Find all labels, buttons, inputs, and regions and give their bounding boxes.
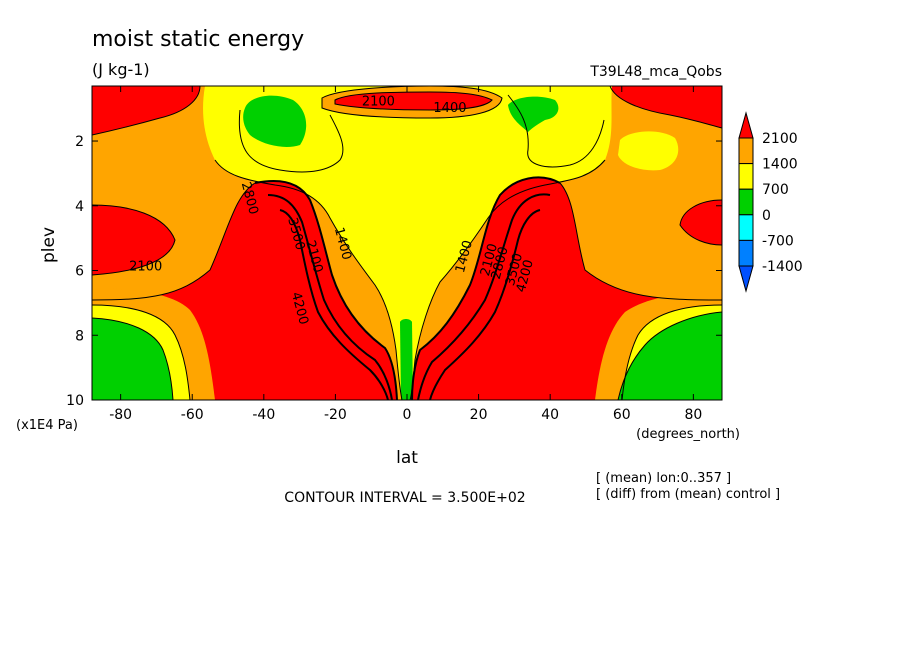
x-tick-label: 0	[403, 407, 412, 423]
colorbar-segment	[738, 188, 754, 216]
x-axis-label: lat	[396, 448, 418, 468]
colorbar: 2100 1400 700 0 -700 -1400	[738, 111, 803, 293]
fill-upper-right-green	[508, 96, 559, 132]
contour-label: 1400	[433, 101, 466, 116]
colorbar-segment	[738, 137, 754, 165]
x-tick-label: 80	[684, 407, 702, 423]
fill-upper-right-yellow	[618, 131, 679, 171]
colorbar-label: -1400	[762, 259, 803, 275]
colorbar-bottom-triangle	[738, 265, 754, 293]
x-tick-label: 20	[470, 407, 488, 423]
contour-label: 2100	[129, 260, 162, 275]
fill-right-polar-red	[610, 86, 722, 128]
y-axis-units: (x1E4 Pa)	[16, 418, 78, 433]
colorbar-label: 1400	[762, 157, 798, 173]
x-tick-label: -20	[324, 407, 347, 423]
fill-left-lower-green	[92, 318, 173, 400]
x-axis-units: (degrees_north)	[636, 427, 740, 442]
run-label: T39L48_mca_Qobs	[589, 64, 722, 80]
contour-label: 2100	[362, 94, 395, 109]
x-tick-label: 40	[541, 407, 559, 423]
fill-right-mid-red	[680, 200, 722, 245]
y-tick-label: 2	[75, 134, 84, 150]
colorbar-label: 700	[762, 182, 789, 198]
y-tick-label: 10	[66, 393, 84, 409]
y-tick-label: 8	[75, 328, 84, 344]
colorbar-top-triangle	[738, 111, 754, 139]
x-tick-label: -40	[252, 407, 275, 423]
colorbar-label: -700	[762, 233, 794, 249]
contour-interval-text: CONTOUR INTERVAL = 3.500E+02	[284, 490, 525, 506]
colorbar-segment	[738, 239, 754, 267]
x-tick-label: -60	[181, 407, 204, 423]
y-tick-label: 6	[75, 264, 84, 280]
x-tick-label: -80	[109, 407, 132, 423]
chart-units: (J kg-1)	[92, 60, 150, 79]
y-axis: 2 4 6 8 10	[66, 134, 722, 409]
fill-central-yellow	[203, 86, 612, 400]
fill-right-lower-green	[618, 312, 722, 400]
note-diff-control: [ (diff) from (mean) control ]	[596, 487, 780, 502]
colorbar-segment	[738, 214, 754, 241]
fill-upper-left-green	[243, 95, 307, 147]
fill-left-mid-red	[92, 205, 175, 275]
x-tick-label: 60	[613, 407, 631, 423]
colorbar-label: 0	[762, 208, 771, 224]
fill-left-polar-red	[92, 86, 200, 135]
contour-lines	[92, 86, 722, 400]
colorbar-label: 2100	[762, 131, 798, 147]
note-mean-lon: [ (mean) lon:0..357 ]	[596, 471, 731, 486]
fill-top-red	[335, 92, 492, 110]
y-axis-label: plev	[39, 227, 59, 263]
colorbar-segment	[738, 163, 754, 190]
x-axis: -80 -60 -40 -20 0 20 40 60 80	[109, 86, 702, 423]
fill-equator-green	[400, 319, 413, 400]
y-tick-label: 4	[75, 199, 84, 215]
chart-title: moist static energy	[92, 27, 304, 52]
